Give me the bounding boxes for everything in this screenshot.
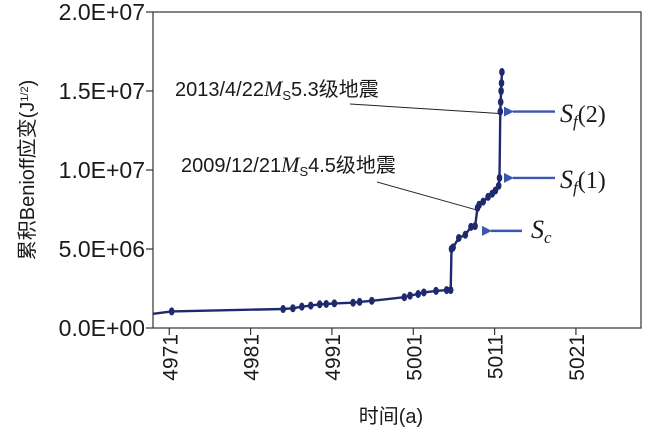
data-point: [368, 296, 375, 305]
event-date: 2013/4/22: [175, 79, 264, 101]
event-mag-value: 5.3: [291, 79, 319, 101]
data-point: [316, 300, 323, 309]
leader-line: [349, 103, 500, 115]
data-point: [497, 98, 504, 107]
y-tick-label: 5.0E+06: [59, 236, 145, 262]
data-point: [498, 79, 505, 88]
y-tick-label: 1.0E+07: [59, 157, 145, 183]
marker-label-0: Sf(2): [560, 99, 606, 131]
data-point: [280, 305, 286, 314]
event-annotation-1: 2009/12/21MS4.5级地震: [181, 152, 396, 179]
x-tick-label: 4971: [159, 334, 182, 381]
data-point: [496, 173, 503, 182]
series-layer: [152, 68, 505, 316]
y-axis-label-sup: 1/2: [19, 86, 31, 101]
marker-sub: f: [573, 112, 580, 131]
data-point: [499, 68, 505, 77]
marker-base: S: [531, 215, 544, 244]
data-point: [495, 181, 502, 190]
data-point: [401, 293, 408, 302]
data-point: [498, 87, 504, 95]
data-point: [450, 243, 456, 252]
data-point: [421, 288, 427, 297]
data-point: [462, 230, 469, 239]
x-tick-label: 4981: [241, 334, 264, 381]
data-point: [331, 299, 338, 308]
data-point: [443, 286, 450, 295]
data-point: [497, 107, 504, 116]
marker-paren: (2): [578, 102, 606, 128]
marker-label-2: Sc: [531, 215, 552, 247]
annotation-layer: 2013/4/22MS5.3级地震2009/12/21MS4.5级地震Sf(2)…: [175, 76, 606, 247]
y-axis-label-close: ): [17, 80, 39, 87]
data-point: [472, 222, 478, 231]
event-mag-sub: S: [299, 164, 308, 179]
y-axis: 0.0E+00 5.0E+06 1.0E+07 1.5E+07 2.0E+07: [59, 0, 153, 341]
marker-paren: (1): [578, 168, 606, 194]
x-tick-label: 4991: [322, 334, 345, 381]
data-point: [480, 197, 487, 206]
svg-text:累积Benioff应变(J1/2): 累积Benioff应变(J1/2): [16, 80, 39, 261]
x-tick-label: 5011: [485, 334, 508, 379]
event-mag-sub: S: [282, 88, 291, 103]
marker-label-1: Sf(1): [560, 165, 606, 197]
data-point: [307, 301, 314, 310]
x-axis: 4971 4981 4991 5001 5011 5021: [159, 328, 589, 381]
y-axis-label: 累积Benioff应变(J1/2): [16, 80, 39, 261]
y-tick-label: 1.5E+07: [59, 78, 145, 104]
data-point: [350, 298, 356, 307]
y-tick-label: 0.0E+00: [59, 315, 145, 341]
marker-sub: f: [573, 178, 580, 197]
event-suffix: 级地震: [336, 154, 396, 177]
event-mag-symbol: M: [263, 76, 284, 101]
data-point: [407, 291, 413, 300]
data-point: [323, 299, 330, 308]
data-point: [168, 307, 175, 316]
event-mag-value: 4.5: [308, 155, 336, 177]
event-suffix: 级地震: [319, 78, 379, 101]
y-axis-label-main: 累积Benioff应变(J: [16, 102, 39, 261]
data-point: [456, 233, 462, 242]
data-point: [356, 297, 363, 306]
marker-base: S: [560, 99, 573, 128]
y-tick-label: 2.0E+07: [59, 0, 145, 25]
event-annotation-0: 2013/4/22MS5.3级地震: [175, 76, 379, 103]
event-date: 2009/12/21: [181, 155, 281, 177]
leader-line: [376, 181, 477, 211]
series-line: [152, 71, 504, 315]
data-point: [433, 286, 439, 295]
x-tick-label: 5021: [566, 334, 589, 381]
marker-sub: c: [544, 228, 552, 247]
marker-base: S: [560, 165, 573, 194]
x-tick-label: 5001: [403, 334, 426, 381]
data-point: [290, 304, 296, 313]
data-point: [447, 286, 454, 295]
event-mag-symbol: M: [280, 152, 301, 177]
x-axis-label: 时间(a): [359, 405, 423, 428]
data-point: [415, 290, 421, 299]
data-point: [299, 302, 305, 311]
